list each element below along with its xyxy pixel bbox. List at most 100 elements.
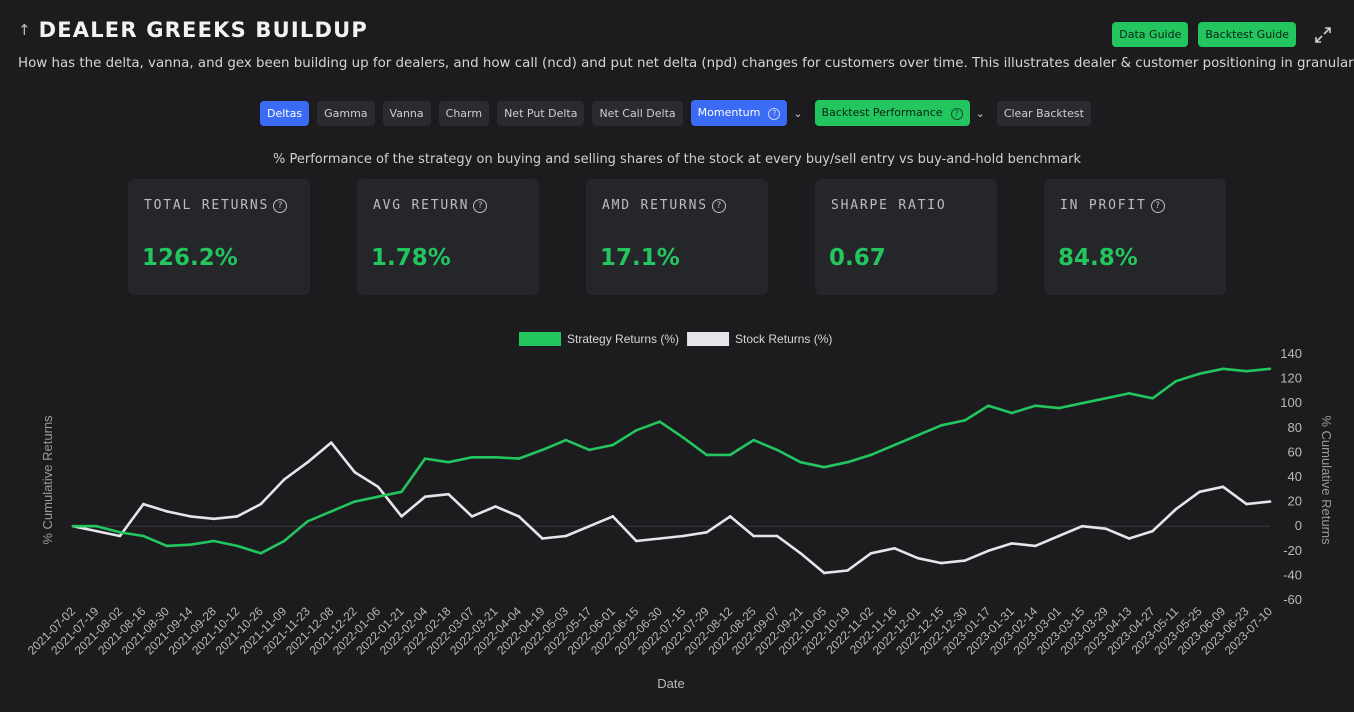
stat-label: AMD RETURNS? <box>602 197 752 214</box>
stock-point <box>775 534 779 538</box>
stock-point <box>212 517 216 521</box>
strategy-point <box>658 420 662 423</box>
stock-point <box>893 547 896 550</box>
deltas-button[interactable]: Deltas <box>260 100 310 126</box>
y-tick-label: 40 <box>1288 469 1302 484</box>
stat-label: IN PROFIT? <box>1060 197 1210 214</box>
strategy-point <box>1104 396 1108 400</box>
strategy-point <box>1080 401 1084 405</box>
strategy-point <box>916 433 920 437</box>
strategy-point <box>1057 406 1061 410</box>
stat-card-total-returns: TOTAL RETURNS? 126.2% <box>128 179 310 295</box>
stock-point <box>541 537 544 540</box>
stock-point <box>752 534 755 538</box>
y-tick-label: 140 <box>1280 346 1302 361</box>
net-put-delta-button[interactable]: Net Put Delta <box>497 100 585 126</box>
stat-value: 17.1% <box>600 245 680 271</box>
charm-button[interactable]: Charm <box>438 100 490 126</box>
help-icon[interactable]: ? <box>711 198 726 213</box>
strategy-point <box>235 544 239 548</box>
strategy-point <box>705 453 709 457</box>
stock-point <box>1080 524 1084 528</box>
stock-point <box>447 492 450 496</box>
chevron-down-icon[interactable]: ⌄ <box>793 106 803 120</box>
stock-point <box>1151 529 1154 533</box>
stock-point <box>282 478 286 481</box>
strategy-point <box>634 428 638 432</box>
header-actions: Data Guide Backtest Guide <box>1112 22 1332 47</box>
stat-card-avg-return: AVG RETURN? 1.78% <box>357 179 539 295</box>
stock-point <box>987 549 990 553</box>
strategy-point <box>611 443 615 447</box>
y-tick-label: 0 <box>1295 518 1302 533</box>
backtest-guide-button[interactable]: Backtest Guide <box>1198 22 1296 47</box>
help-icon[interactable]: ? <box>473 198 488 213</box>
legend-swatch <box>519 332 561 346</box>
stock-point <box>634 539 638 543</box>
stock-point <box>376 485 380 489</box>
strategy-point <box>142 534 145 538</box>
stock-point <box>588 524 591 528</box>
strategy-point <box>1010 411 1014 415</box>
strategy-point <box>728 453 732 457</box>
help-icon[interactable]: ? <box>273 198 288 213</box>
header-title-row: ↑ DEALER GREEKS BUILDUP <box>18 18 368 42</box>
stock-point <box>517 515 521 518</box>
vanna-button[interactable]: Vanna <box>382 100 431 126</box>
strategy-point <box>282 539 286 543</box>
stock-point <box>1221 485 1225 489</box>
clear-backtest-button[interactable]: Clear Backtest <box>996 100 1091 126</box>
strategy-point <box>1174 379 1178 383</box>
momentum-label: Momentum <box>697 106 761 119</box>
arrow-up-icon[interactable]: ↑ <box>18 21 31 39</box>
stock-point <box>165 510 169 513</box>
x-axis-title: Date <box>657 676 684 691</box>
strategy-point <box>165 544 169 548</box>
strategy-point <box>987 404 990 407</box>
stock-point <box>118 534 122 538</box>
stock-point <box>846 569 849 572</box>
strategy-point <box>353 500 356 503</box>
stock-point <box>400 515 403 518</box>
strategy-point <box>212 539 216 543</box>
help-icon: ? <box>768 108 781 120</box>
data-guide-button[interactable]: Data Guide <box>1112 22 1189 47</box>
strategy-point <box>494 456 497 459</box>
stock-point <box>799 551 802 555</box>
help-icon[interactable]: ? <box>1150 198 1165 213</box>
stock-point <box>259 502 263 506</box>
strategy-point <box>470 456 474 459</box>
strategy-point <box>423 457 427 460</box>
strategy-point <box>1127 392 1131 395</box>
y-tick-label: 100 <box>1280 395 1302 410</box>
expand-icon[interactable] <box>1314 26 1332 44</box>
y-tick-label: -60 <box>1283 592 1302 607</box>
strategy-point <box>940 424 943 427</box>
stock-point <box>329 441 333 444</box>
strategy-point <box>259 551 263 555</box>
chevron-down-icon[interactable]: ⌄ <box>975 106 985 120</box>
backtest-performance-label: Backtest Performance <box>821 106 943 119</box>
gamma-button[interactable]: Gamma <box>317 100 375 126</box>
y-axis-title-left: % Cumulative Returns <box>40 415 55 545</box>
legend-label: Stock Returns (%) <box>735 332 832 346</box>
stock-point <box>1245 502 1248 506</box>
legend-label: Strategy Returns (%) <box>567 332 679 346</box>
stock-point <box>869 551 873 555</box>
stock-point <box>1104 527 1108 530</box>
stock-point <box>681 534 685 538</box>
strategy-point <box>1221 367 1225 371</box>
help-icon: ? <box>950 108 963 120</box>
stat-value: 0.67 <box>829 245 886 271</box>
strategy-point <box>963 419 967 422</box>
net-call-delta-button[interactable]: Net Call Delta <box>592 100 683 126</box>
strategy-point <box>564 438 568 442</box>
performance-note: % Performance of the strategy on buying … <box>273 152 1081 167</box>
strategy-point <box>1151 396 1154 400</box>
stat-label: SHARPE RATIO <box>831 198 947 213</box>
backtest-performance-button[interactable]: Backtest Performance? <box>814 100 970 126</box>
momentum-button[interactable]: Momentum? <box>690 100 788 126</box>
strategy-point <box>822 465 826 469</box>
stock-point <box>1198 490 1201 494</box>
strategy-point <box>869 453 873 457</box>
